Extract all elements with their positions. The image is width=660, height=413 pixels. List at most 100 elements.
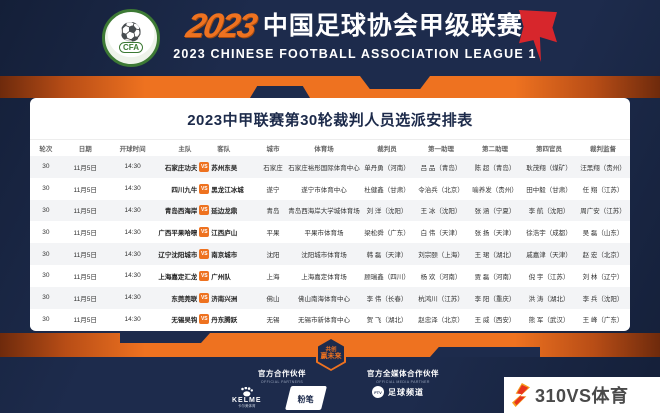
cell-away: 延边龙鼎 — [211, 208, 238, 216]
cell-time: 14:30 — [124, 206, 141, 214]
cell-fourth: 戚嘉津（天津） — [526, 252, 572, 260]
cell-home: 石家庄功夫 — [164, 164, 198, 172]
referee-assignment-card: 2023中甲联赛第30轮裁判人员选派安排表 轮次 日期 开球时间 主队 客队 城市 体育场 裁… — [30, 98, 630, 331]
cell-supervisor: 王 峰（广东） — [582, 317, 624, 325]
table-title: 2023中甲联赛第30轮裁判人员选派安排表 — [187, 112, 473, 129]
cell-home: 青岛西海岸 — [164, 208, 198, 216]
cell-away: 广州队 — [211, 273, 231, 281]
table-row: 30 11月5日 14:30 无锡吴钩 VS 丹东腾跃 无锡 无锡市新体育中心 贺 飞（湖北） 赵… — [30, 308, 630, 331]
vs-badge: VS — [199, 249, 210, 260]
cell-home: 广西平果哈嘹 — [158, 230, 198, 238]
column-header: 体育场 — [314, 146, 334, 153]
cell-supervisor: 李 兵（沈阳） — [582, 295, 624, 303]
column-header: 裁判监督 — [589, 146, 616, 153]
vs-badge: VS — [199, 227, 210, 238]
watermark-text: 310VS体育 — [535, 386, 629, 406]
column-header: 裁判员 — [377, 146, 397, 153]
top-ribbon-decoration — [0, 76, 660, 98]
cell-supervisor: 汪黑翔（贵州） — [580, 164, 626, 172]
cell-time: 14:30 — [124, 185, 141, 193]
cell-stadium: 青岛西海岸大学城体育场 — [288, 208, 360, 216]
cell-home: 东莞莞联 — [171, 295, 198, 303]
badge-line1: 共创 — [325, 347, 337, 353]
cell-referee: 李 伟（长春） — [366, 295, 408, 303]
cell-time: 14:30 — [124, 250, 141, 258]
cell-stadium: 佛山南海体育中心 — [297, 295, 350, 303]
table-row: 30 11月5日 14:30 上海嘉定汇龙 VS 广州队 上海 上海嘉定体育场 顾瑞鑫（四川） 杨… — [30, 264, 630, 287]
ribbon-notch — [120, 333, 210, 343]
header-banner: ⚽ CFA 2023 中国足球协会甲级联赛 2023 CHINESE FOOTB… — [0, 0, 660, 78]
cell-date: 11月5日 — [73, 208, 97, 216]
cell-assistant2: 喻养发（贵州） — [472, 186, 518, 194]
cell-fourth: 熊 军（武汉） — [528, 317, 570, 325]
cell-assistant1: 赵忠泽（北京） — [418, 317, 464, 325]
cell-away: 苏州东吴 — [211, 164, 238, 172]
official-media-partner-label: 官方全媒体合作伙伴 OFFICIAL MEDIA PARTNER — [348, 368, 458, 384]
column-header: 第四官员 — [535, 146, 562, 153]
media-label-en: OFFICIAL MEDIA PARTNER — [376, 380, 430, 384]
cell-away: 济南兴洲 — [211, 295, 238, 303]
cell-time: 14:30 — [124, 228, 141, 236]
table-row: 30 11月5日 14:30 石家庄功夫 VS 苏州东吴 石家庄 石家庄裕彤国际体育中心 单丹勇… — [30, 156, 630, 178]
cell-vs: VS — [197, 292, 211, 303]
column-header: 开球时间 — [119, 146, 146, 153]
cell-supervisor: 任 翔（江苏） — [582, 186, 624, 194]
cell-stadium: 石家庄裕彤国际体育中心 — [288, 164, 360, 172]
cell-away: 黑龙江冰城 — [211, 186, 244, 194]
cell-round: 30 — [42, 228, 50, 236]
cell-assistant1: 王 冰（沈阳） — [420, 208, 462, 216]
table-row: 30 11月5日 14:30 四川九牛 VS 黑龙江冰城 遂宁 遂宁市体育中心 杜健鑫（甘肃） 令… — [30, 177, 630, 200]
cell-fourth: 洪 涛（湖北） — [528, 295, 570, 303]
ribbon-notch — [360, 76, 430, 89]
football-icon: ⚽ — [119, 22, 143, 42]
cell-city: 佛山 — [266, 295, 280, 303]
cell-city: 上海 — [266, 273, 280, 281]
column-header: 第一助理 — [427, 146, 454, 153]
cell-stadium: 遂宁市体育中心 — [301, 186, 347, 194]
league-title-en: 2023 CHINESE FOOTBALL ASSOCIATION LEAGUE… — [173, 47, 537, 61]
football-channel-name: 足球频道 — [388, 387, 424, 397]
cell-city: 遂宁 — [266, 186, 280, 194]
media-label-cn: 官方全媒体合作伙伴 — [367, 369, 439, 378]
cell-fourth: 徐浩宇（成都） — [526, 230, 572, 238]
column-header: 日期 — [78, 146, 92, 153]
kelme-name: KELME — [232, 397, 262, 404]
cell-date: 11月5日 — [73, 273, 97, 281]
cell-away: 南京城市 — [211, 252, 238, 260]
league-title-cn: 中国足球协会甲级联赛 — [262, 12, 523, 40]
partners-label-en: OFFICIAL PARTNERS — [260, 380, 304, 384]
cell-assistant1: 令治兵（北京） — [418, 186, 464, 194]
cell-time: 14:30 — [124, 272, 141, 280]
cell-round: 30 — [42, 315, 50, 323]
vs-badge: VS — [199, 292, 210, 303]
badge-line2: 赢未来 — [320, 353, 342, 360]
cell-round: 30 — [42, 206, 50, 214]
cell-time: 14:30 — [124, 163, 141, 171]
cell-vs: VS — [197, 205, 211, 216]
table-row: 30 11月5日 14:30 东莞莞联 VS 济南兴洲 佛山 佛山南海体育中心 李 伟（长春） 杭… — [30, 286, 630, 309]
cell-time: 14:30 — [124, 294, 141, 302]
football-channel-logo: FTV 足球频道 — [372, 386, 424, 398]
column-header: 主队 — [178, 146, 192, 153]
fenbi-logo: 粉笔 — [284, 386, 327, 410]
cell-home: 上海嘉定汇龙 — [158, 273, 198, 281]
cell-referee: 韩 磊（天津） — [366, 252, 408, 260]
kelme-subtext: 卡尔美体育 — [238, 404, 256, 408]
cell-away: 江西庐山 — [211, 230, 238, 238]
table-row: 30 11月5日 14:30 青岛西海岸 VS 延边龙鼎 青岛 青岛西海岸大学城体育场刘 洋（… — [30, 199, 630, 222]
cell-assistant1: 白 伟（天津） — [420, 230, 462, 238]
cell-round: 30 — [42, 250, 50, 258]
cell-vs: VS — [197, 183, 211, 194]
cell-assistant2: 王 珺（湖北） — [474, 252, 516, 260]
cell-referee: 贺 飞（湖北） — [366, 317, 408, 325]
cell-home: 无锡吴钩 — [171, 317, 198, 325]
cell-time: 14:30 — [124, 315, 141, 323]
fenbi-name: 粉笔 — [297, 395, 314, 404]
vs-badge: VS — [199, 161, 210, 172]
table-row: 30 11月5日 14:30 辽宁沈阳城市 VS 南京城市 沈阳 沈阳城市体育场 韩 磊（天津）… — [30, 243, 630, 265]
site-watermark: 310VS体育 — [504, 377, 660, 413]
cell-referee: 单丹勇（河南） — [364, 164, 410, 172]
cell-referee: 顾瑞鑫（四川） — [364, 273, 410, 281]
referee-table-body: 30 11月5日 14:30 石家庄功夫 VS 苏州东吴 石家庄 石家庄裕彤国际体育中心 单丹勇… — [30, 156, 630, 331]
